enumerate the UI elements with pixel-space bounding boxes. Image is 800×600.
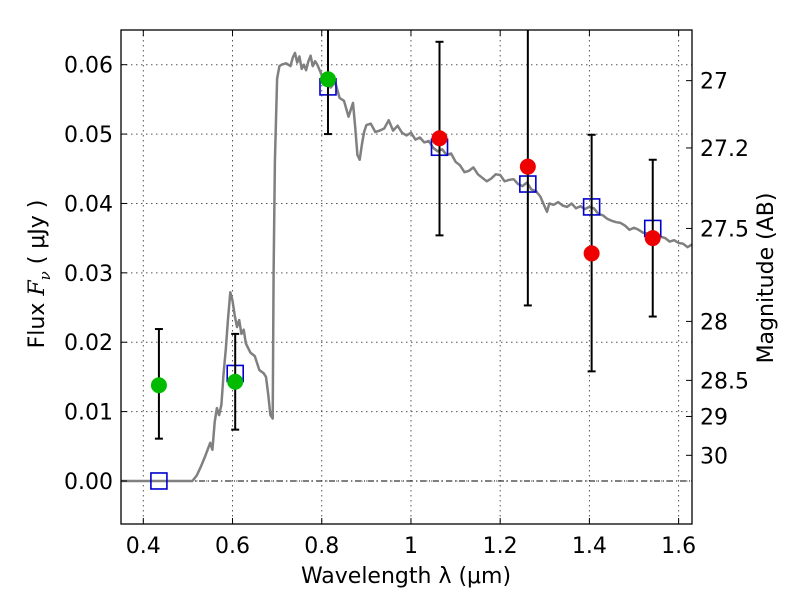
x-tick-label: 1.6	[661, 534, 696, 559]
y-axis-title-sub: ν	[36, 271, 54, 280]
y-axis-title-var: F	[25, 280, 50, 297]
magnitude-tick-label: 28.5	[700, 369, 749, 394]
plot-frame	[120, 29, 693, 525]
y-tick-label: 0.01	[64, 401, 113, 426]
red-data-point	[644, 230, 661, 247]
magnitude-tick-label: 27.5	[700, 217, 749, 242]
x-tick-label: 0.6	[215, 534, 250, 559]
x-tick-label: 0.8	[304, 534, 339, 559]
x-axis-title: Wavelength λ (μm)	[301, 564, 511, 589]
model-photometry-square	[150, 472, 168, 490]
y-tick-label: 0.00	[64, 470, 113, 495]
green-data-point	[227, 373, 244, 390]
magnitude-tick-label: 27	[700, 70, 728, 95]
x-tick-label: 1.4	[572, 534, 607, 559]
red-data-point	[583, 245, 600, 262]
magnitude-tick-label: 29	[700, 405, 728, 430]
red-data-point	[519, 158, 536, 175]
y-axis-title-prefix: Flux	[25, 296, 50, 349]
red-data-point	[431, 130, 448, 147]
green-data-point	[319, 71, 336, 88]
x-tick-label: 1.2	[483, 534, 518, 559]
y-axis-title: Flux Fν ( μJy )	[25, 200, 54, 349]
green-data-point	[150, 377, 167, 394]
sed-model-line	[121, 51, 693, 483]
magnitude-tick-label: 27.2	[700, 137, 749, 162]
x-tick-label: 0.4	[126, 534, 161, 559]
y-tick-label: 0.05	[64, 123, 113, 148]
y-tick-label: 0.04	[64, 192, 113, 217]
y-axis-title-unit: ( μJy )	[25, 200, 50, 272]
y-tick-label: 0.03	[64, 262, 113, 287]
plot-data	[121, 30, 693, 490]
magnitude-tick-label: 30	[700, 444, 728, 469]
x-tick-label: 1	[404, 534, 418, 559]
magnitude-tick-label: 28	[700, 310, 728, 335]
y-tick-label: 0.06	[64, 54, 113, 79]
y-tick-label: 0.02	[64, 331, 113, 356]
y2-axis-title: Magnitude (AB)	[754, 193, 779, 364]
axis-ticks: 0.4 0.6 0.8 1 1.2 1.4 1.6 0.00 0.01 0.02 0.03 0.04 0…	[64, 30, 749, 559]
